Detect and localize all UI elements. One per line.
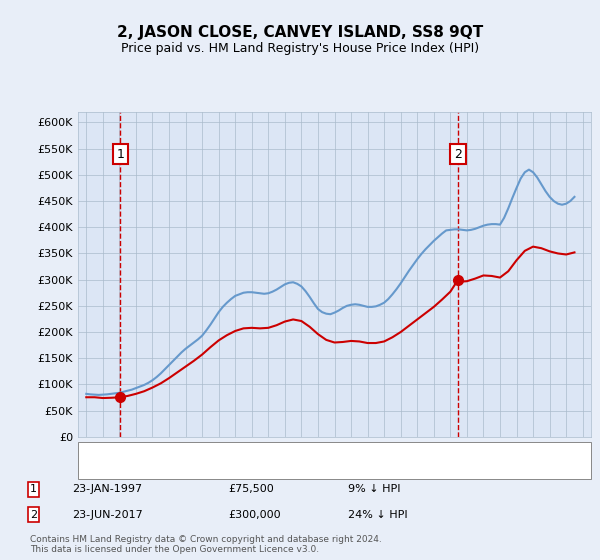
Text: 23-JAN-1997: 23-JAN-1997 bbox=[72, 484, 142, 494]
Text: 9% ↓ HPI: 9% ↓ HPI bbox=[348, 484, 401, 494]
Text: 2, JASON CLOSE, CANVEY ISLAND, SS8 9QT (detached house): 2, JASON CLOSE, CANVEY ISLAND, SS8 9QT (… bbox=[124, 447, 467, 458]
Text: £75,500: £75,500 bbox=[228, 484, 274, 494]
Text: 2: 2 bbox=[30, 510, 37, 520]
Text: 2, JASON CLOSE, CANVEY ISLAND, SS8 9QT: 2, JASON CLOSE, CANVEY ISLAND, SS8 9QT bbox=[117, 25, 483, 40]
Text: HPI: Average price, detached house, Castle Point: HPI: Average price, detached house, Cast… bbox=[124, 464, 397, 474]
Text: Contains HM Land Registry data © Crown copyright and database right 2024.
This d: Contains HM Land Registry data © Crown c… bbox=[30, 535, 382, 554]
Text: 1: 1 bbox=[30, 484, 37, 494]
Text: 2: 2 bbox=[454, 148, 462, 161]
Text: 1: 1 bbox=[116, 148, 124, 161]
Text: Price paid vs. HM Land Registry's House Price Index (HPI): Price paid vs. HM Land Registry's House … bbox=[121, 42, 479, 55]
Text: 2, JASON CLOSE, CANVEY ISLAND, SS8 9QT (detached house): 2, JASON CLOSE, CANVEY ISLAND, SS8 9QT (… bbox=[124, 447, 467, 458]
Text: 23-JUN-2017: 23-JUN-2017 bbox=[72, 510, 143, 520]
Text: £300,000: £300,000 bbox=[228, 510, 281, 520]
Text: 24% ↓ HPI: 24% ↓ HPI bbox=[348, 510, 407, 520]
Text: HPI: Average price, detached house, Castle Point: HPI: Average price, detached house, Cast… bbox=[124, 464, 397, 474]
